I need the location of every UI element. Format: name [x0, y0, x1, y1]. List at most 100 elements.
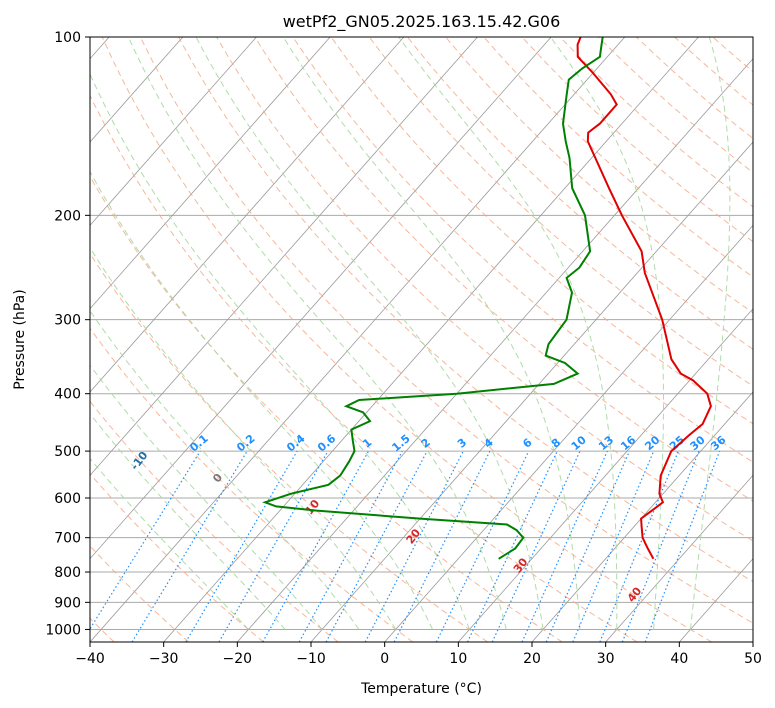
x-tick-label: 0	[380, 651, 389, 667]
mixing-ratio-line	[218, 450, 329, 642]
x-tick-label: 10	[449, 651, 467, 667]
mixing-ratio-line	[545, 450, 631, 642]
moist-adiabat-line	[282, 37, 581, 630]
dry-adiabat-label: -20	[33, 406, 56, 430]
mixing-ratio-label: 10	[569, 433, 589, 453]
dewpoint-line	[262, 37, 604, 560]
x-tick-label: 50	[744, 651, 762, 667]
dry-adiabat-line	[90, 252, 488, 642]
mixing-ratio-line	[572, 450, 655, 642]
dry-adiabat-line	[636, 37, 753, 140]
isotherm-line	[384, 224, 753, 642]
mixing-ratio-label: 3	[455, 436, 469, 451]
mixing-ratio-line	[298, 450, 403, 642]
moist-adiabat-line	[90, 457, 249, 630]
isotherm-line	[90, 37, 405, 393]
temperature-line	[576, 37, 712, 560]
moist-adiabat-line	[549, 37, 664, 630]
x-tick-label: −20	[223, 651, 253, 667]
moist-adiabat-line	[398, 37, 618, 630]
dry-adiabat-label: 0	[210, 471, 225, 485]
mixing-ratio-label: 36	[708, 433, 728, 453]
dry-adiabat-line	[368, 37, 753, 387]
mixing-ratio-line	[435, 450, 530, 642]
isotherm-line	[90, 37, 331, 310]
moist-adiabat-line	[90, 364, 323, 630]
y-tick-label: 200	[54, 208, 81, 224]
isotherm-line	[163, 37, 699, 642]
mixing-ratio-label: 30	[688, 433, 708, 453]
x-tick-label: 40	[670, 651, 688, 667]
mixing-ratio-line	[466, 450, 558, 642]
x-axis-label: Temperature (°C)	[360, 681, 482, 697]
x-tick-label: 30	[597, 651, 615, 667]
x-tick-label: −10	[296, 651, 326, 667]
dry-adiabat-line	[139, 37, 753, 624]
mixing-ratio-label: 25	[667, 433, 687, 453]
mixing-ratio-line	[491, 450, 581, 642]
mixing-ratio-line	[393, 450, 491, 642]
dry-adiabat-line	[90, 545, 190, 642]
mixing-ratio-line	[90, 450, 201, 630]
dry-adiabat-line	[178, 37, 753, 583]
y-tick-label: 400	[54, 387, 81, 403]
moist-adiabat-line	[195, 37, 544, 630]
y-axis-ticks: 100 200 300 400 500 600 700 800 900 1000	[45, 30, 90, 638]
moist-adiabat-line	[90, 413, 286, 630]
isotherm-line	[531, 391, 753, 642]
dry-adiabat-line	[90, 327, 414, 642]
dry-adiabat-line	[483, 37, 753, 278]
mixing-ratio-line	[599, 450, 679, 642]
x-tick-label: −40	[75, 651, 105, 667]
y-tick-label: 500	[54, 444, 81, 460]
dry-adiabat-line	[674, 37, 753, 106]
mixing-ratio-line	[521, 450, 608, 642]
moist-adiabat-line	[90, 72, 470, 630]
dry-adiabat-line	[597, 37, 753, 174]
y-tick-label: 800	[54, 565, 81, 581]
background-lines	[90, 37, 753, 642]
dry-adiabat-line	[330, 37, 753, 425]
y-axis-label: Pressure (hPa)	[12, 289, 28, 389]
adiabat-labels: 0.10.20.40.611.52346810131620253036-100-…	[33, 406, 729, 605]
profile-lines	[262, 37, 712, 560]
moist-adiabat-line	[90, 246, 397, 630]
dry-adiabat-label: 10	[303, 497, 323, 517]
x-tick-label: −30	[149, 651, 179, 667]
mixing-ratio-label: 20	[642, 433, 662, 453]
y-tick-label: 100	[54, 30, 81, 46]
isotherm-line	[90, 37, 552, 560]
mixing-ratio-line	[364, 450, 464, 642]
dry-adiabat-line	[101, 37, 712, 642]
dry-adiabat-line	[90, 400, 339, 642]
dry-adiabat-label: -10	[128, 449, 151, 473]
isotherm-line	[458, 308, 753, 642]
y-tick-label: 600	[54, 491, 81, 507]
mixing-ratio-line	[185, 450, 298, 642]
x-axis-ticks: −40 −30 −20 −10 0 10 20 30 40 50	[75, 642, 762, 667]
isotherm-line	[752, 641, 753, 642]
dry-adiabat-label: 20	[404, 526, 424, 546]
isotherm-line	[310, 141, 753, 642]
y-tick-label: 1000	[45, 622, 81, 638]
moist-adiabat-line	[127, 37, 507, 630]
mixing-ratio-line	[262, 450, 370, 642]
x-tick-label: 20	[523, 651, 541, 667]
isotherm-line	[90, 37, 478, 476]
isotherm-line	[90, 37, 184, 143]
dry-adiabat-line	[90, 94, 638, 642]
mixing-ratio-label: 4	[482, 436, 496, 451]
moist-adiabat-line	[90, 310, 360, 630]
isotherm-line	[605, 474, 753, 642]
isotherm-line	[237, 58, 753, 642]
dry-adiabat-line	[407, 37, 753, 350]
y-tick-label: 300	[54, 313, 81, 329]
dry-adiabat-line	[90, 472, 264, 642]
dry-adiabat-line	[292, 37, 753, 463]
chart-title: wetPf2_GN05.2025.163.15.42.G06	[283, 12, 561, 32]
plot-frame	[89, 36, 754, 643]
dry-adiabat-line	[90, 175, 563, 642]
isotherm-line	[90, 37, 257, 226]
mixing-ratio-label: 16	[618, 433, 638, 453]
